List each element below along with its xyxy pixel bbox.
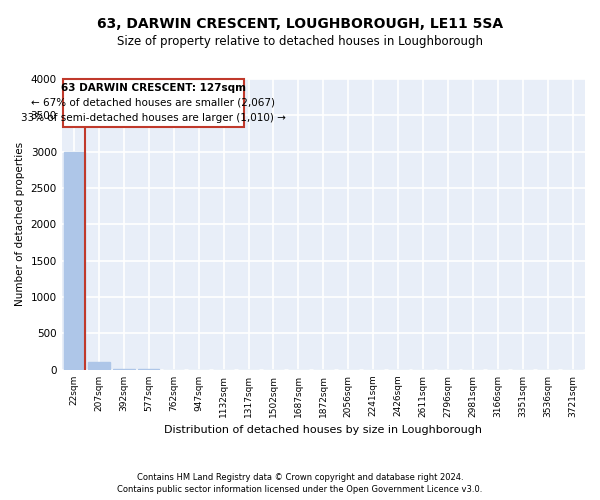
Bar xyxy=(64,152,85,370)
Text: Size of property relative to detached houses in Loughborough: Size of property relative to detached ho… xyxy=(117,35,483,48)
Text: ← 67% of detached houses are smaller (2,067): ← 67% of detached houses are smaller (2,… xyxy=(31,98,275,108)
Text: Contains HM Land Registry data © Crown copyright and database right 2024.: Contains HM Land Registry data © Crown c… xyxy=(137,472,463,482)
FancyBboxPatch shape xyxy=(63,79,244,127)
Text: 63, DARWIN CRESCENT, LOUGHBOROUGH, LE11 5SA: 63, DARWIN CRESCENT, LOUGHBOROUGH, LE11 … xyxy=(97,18,503,32)
Bar xyxy=(88,362,110,370)
Text: Contains public sector information licensed under the Open Government Licence v3: Contains public sector information licen… xyxy=(118,485,482,494)
Text: 63 DARWIN CRESCENT: 127sqm: 63 DARWIN CRESCENT: 127sqm xyxy=(61,84,246,94)
Text: 33% of semi-detached houses are larger (1,010) →: 33% of semi-detached houses are larger (… xyxy=(21,112,286,122)
X-axis label: Distribution of detached houses by size in Loughborough: Distribution of detached houses by size … xyxy=(164,425,482,435)
Y-axis label: Number of detached properties: Number of detached properties xyxy=(15,142,25,306)
